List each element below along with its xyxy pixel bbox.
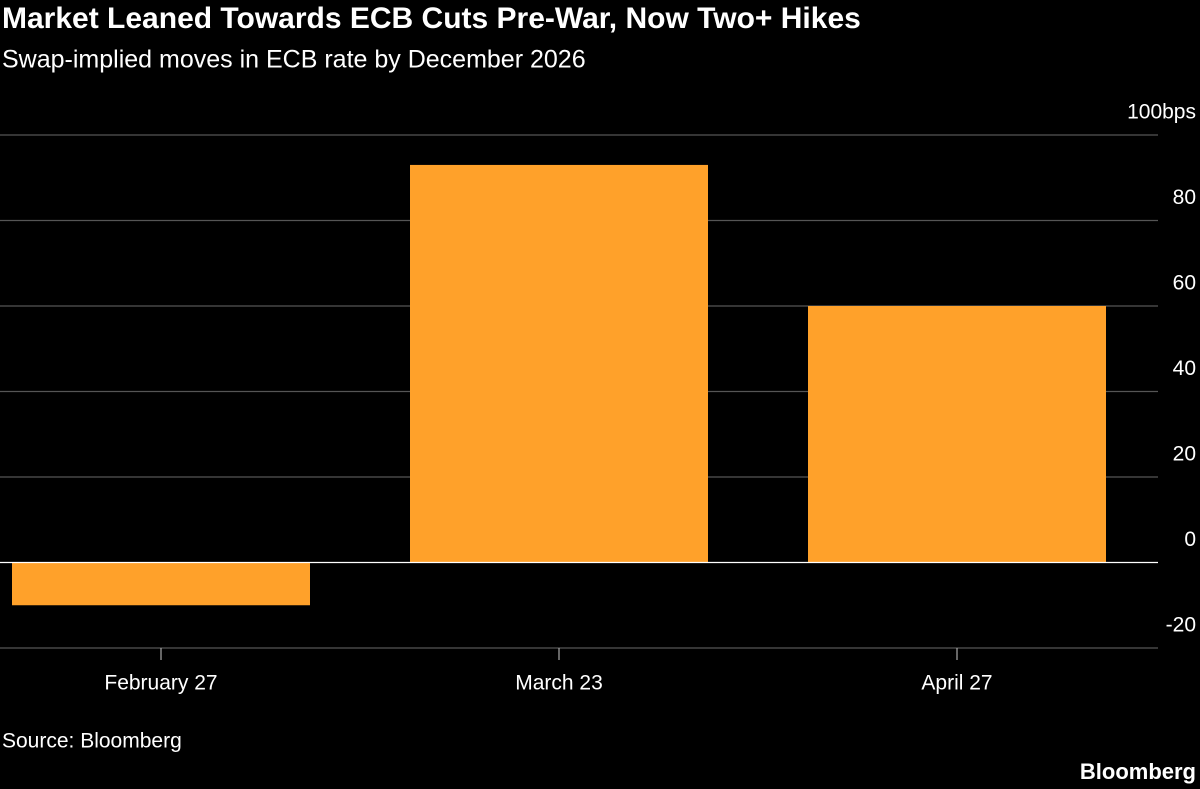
chart-subtitle: Swap-implied moves in ECB rate by Decemb…	[2, 46, 586, 74]
y-tick-label: 100bps	[1127, 101, 1196, 124]
x-tick-label: February 27	[104, 672, 217, 695]
bar	[808, 306, 1106, 563]
source-note: Source: Bloomberg	[2, 730, 182, 753]
y-tick-label: 0	[1184, 528, 1196, 551]
chart-title: Market Leaned Towards ECB Cuts Pre-War, …	[2, 2, 861, 35]
y-tick-label: 40	[1173, 357, 1196, 380]
bar	[410, 164, 708, 563]
brand-logo: Bloomberg	[1080, 759, 1196, 784]
bar	[12, 562, 310, 606]
x-tick-label: April 27	[921, 672, 992, 695]
y-tick-label: -20	[1166, 614, 1196, 637]
x-tick-label: March 23	[515, 672, 603, 695]
y-tick-label: 60	[1173, 272, 1196, 295]
y-tick-label: 20	[1173, 443, 1196, 466]
y-tick-label: 80	[1173, 186, 1196, 209]
